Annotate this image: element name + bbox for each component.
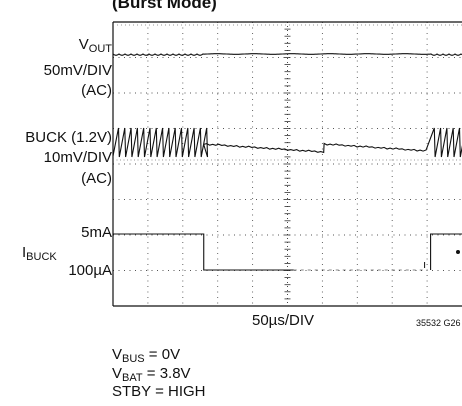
- x-axis-label: 50µs/DIV: [252, 312, 314, 329]
- condition-vbat-sub: BAT: [122, 372, 143, 384]
- vout-trace: [112, 53, 462, 56]
- ibuck-marker: [456, 250, 460, 254]
- figure-id: 35532 G26: [416, 318, 461, 328]
- condition-vbat-main: V: [112, 365, 123, 382]
- condition-vbus: VBUS = 0V: [112, 346, 181, 365]
- ibuck-channel-label: IBUCK: [22, 244, 57, 263]
- ibuck-trace: [113, 233, 294, 271]
- buck-scale-label: 10mV/DIV: [43, 149, 112, 166]
- buck-trace: [112, 127, 462, 158]
- buck-coupling-label: (AC): [81, 170, 112, 187]
- condition-vbus-main: V: [112, 346, 123, 363]
- vout-label-main: V: [78, 36, 89, 53]
- ibuck-high-level-label: 5mA: [81, 224, 112, 241]
- condition-vbat-value: = 3.8V: [142, 365, 191, 382]
- vout-scale-label: 50mV/DIV: [43, 62, 112, 79]
- vout-coupling-label: (AC): [81, 82, 112, 99]
- condition-vbus-value: = 0V: [144, 346, 181, 363]
- ibuck-low-level-label: 100µA: [68, 262, 112, 279]
- condition-stby-text: STBY = HIGH: [112, 383, 206, 400]
- condition-stby: STBY = HIGH: [112, 383, 206, 400]
- buck-channel-label: BUCK (1.2V): [25, 129, 112, 146]
- vout-channel-label: VOUT: [78, 36, 112, 55]
- condition-vbus-sub: BUS: [122, 353, 145, 365]
- chart-title: (Burst Mode): [112, 0, 217, 12]
- ibuck-trace-return: [430, 233, 462, 270]
- ibuck-label-sub: BUCK: [26, 251, 57, 263]
- ibuck-label-main: I: [22, 244, 27, 261]
- condition-vbat: VBAT = 3.8V: [112, 365, 191, 384]
- vout-label-sub: OUT: [88, 43, 112, 55]
